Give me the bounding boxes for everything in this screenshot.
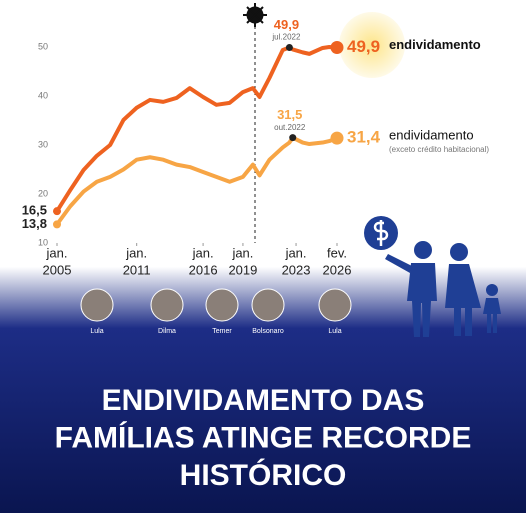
x-tick-label: 2005 <box>43 262 72 277</box>
x-tick-label: jan. <box>285 245 307 260</box>
legend-label: endividamento <box>389 128 474 143</box>
start-label: 13,8 <box>22 216 47 231</box>
president-name: Bolsonaro <box>252 328 284 335</box>
x-tick-label: 2026 <box>323 262 352 277</box>
x-tick-label: fev. <box>327 245 347 260</box>
y-tick-label: 20 <box>38 188 48 198</box>
x-tick-label: 2023 <box>282 262 311 277</box>
peak-date: jul.2022 <box>271 33 301 42</box>
peak-point <box>289 134 297 142</box>
president-name: Dilma <box>158 328 176 335</box>
president-photo <box>150 288 184 322</box>
peak-point <box>285 43 293 51</box>
x-tick-label: jan. <box>231 245 253 260</box>
legend-note: (exceto crédito habitacional) <box>389 145 489 154</box>
peak-date: out.2022 <box>274 123 306 132</box>
highlight-glow <box>339 12 405 78</box>
president-name: Lula <box>328 328 341 335</box>
x-tick-label: jan. <box>192 245 214 260</box>
president-photo <box>251 288 285 322</box>
virus-icon <box>243 3 267 27</box>
headline: FAMÍLIAS ATINGE RECORDE <box>55 420 472 454</box>
start-point <box>53 220 61 229</box>
y-tick-label: 40 <box>38 90 48 100</box>
x-tick-label: 2011 <box>123 262 151 277</box>
president-name: Lula <box>90 328 103 335</box>
x-tick-label: jan. <box>125 245 147 260</box>
end-label: 31,4 <box>347 128 381 147</box>
start-point <box>53 207 61 216</box>
family-icon <box>364 216 501 337</box>
y-tick-label: 10 <box>38 237 48 247</box>
president-name: Temer <box>212 328 232 335</box>
x-tick-label: jan. <box>46 245 68 260</box>
start-label: 16,5 <box>22 203 47 218</box>
end-point <box>330 131 344 145</box>
president-photo <box>80 288 114 322</box>
president-photo <box>318 288 352 322</box>
peak-label: 31,5 <box>277 107 302 122</box>
president-photo <box>205 288 239 322</box>
end-label: 49,9 <box>347 37 380 56</box>
y-tick-label: 50 <box>38 41 48 51</box>
legend-label: endividamento <box>389 37 481 52</box>
y-tick-label: 30 <box>38 139 48 149</box>
series-line <box>55 45 338 213</box>
x-tick-label: 2019 <box>228 262 257 277</box>
peak-label: 49,9 <box>274 17 299 32</box>
x-tick-label: 2016 <box>189 262 218 277</box>
series-line <box>55 135 338 226</box>
headline: ENDIVIDAMENTO DAS <box>102 384 425 417</box>
headline: HISTÓRICO <box>180 458 347 492</box>
end-point <box>330 40 344 54</box>
